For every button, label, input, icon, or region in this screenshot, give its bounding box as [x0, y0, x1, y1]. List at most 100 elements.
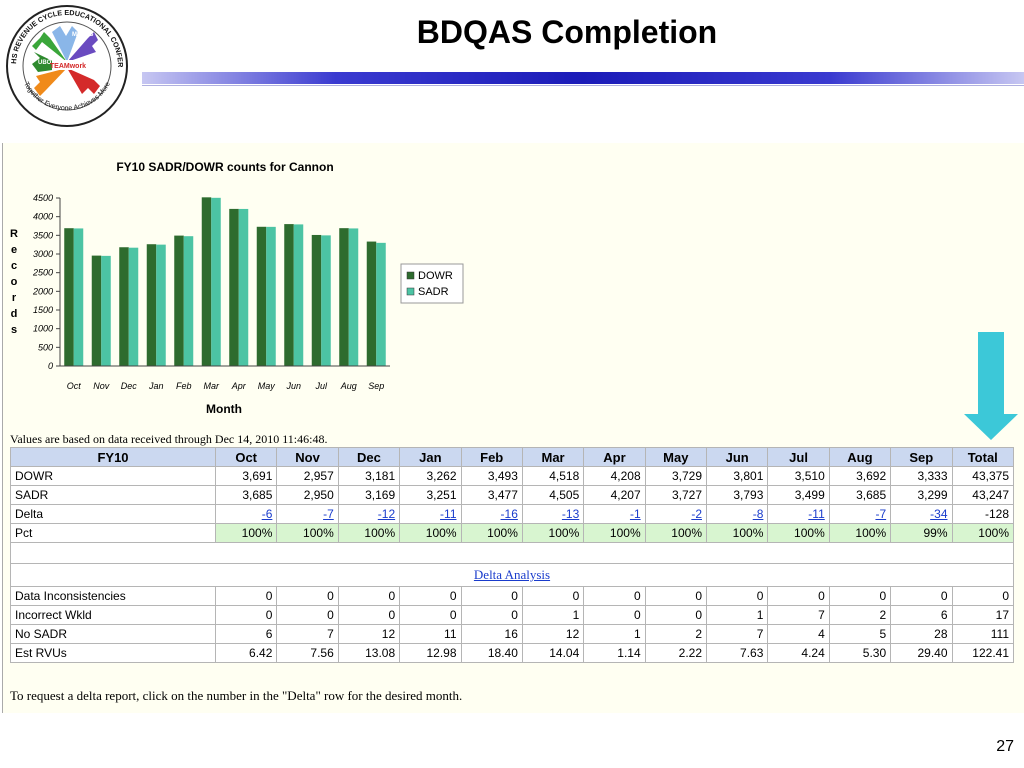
- table-cell[interactable]: -8: [705, 504, 769, 524]
- column-header: Mar: [521, 447, 585, 467]
- table-row-delta: Delta -6 -7 -12 -11 -16 -13 -1 -2 -8 -11 -7 -34 -128: [10, 504, 1014, 524]
- x-tick-label: Jan: [148, 381, 164, 391]
- table-cell[interactable]: -13: [521, 504, 585, 524]
- table-cell: 18.40: [460, 643, 523, 663]
- table-cell: 43,375: [951, 466, 1014, 486]
- table-cell: 122.41: [951, 643, 1014, 663]
- table-cell: 100%: [521, 523, 585, 543]
- table-cell[interactable]: -34: [890, 504, 953, 524]
- x-tick-label: Jun: [285, 381, 301, 391]
- table-cell[interactable]: -7: [828, 504, 892, 524]
- table-cell: 2.22: [644, 643, 708, 663]
- delta-link[interactable]: -8: [752, 507, 764, 521]
- bar-dowr-oct: [64, 228, 74, 366]
- spacer-cell: [10, 542, 1014, 564]
- table-cell: 1: [521, 605, 585, 625]
- svg-text:UBO: UBO: [38, 60, 52, 66]
- table-cell: 100%: [276, 523, 339, 543]
- y-axis-label-letter: d: [11, 308, 18, 320]
- row-label: SADR: [10, 485, 216, 505]
- chart-legend: DOWR SADR: [400, 263, 464, 304]
- values-note: Values are based on data received throug…: [10, 432, 328, 446]
- x-tick-label: Feb: [176, 381, 192, 391]
- bar-dowr-aug: [339, 228, 349, 366]
- svg-text:DQ: DQ: [56, 90, 65, 96]
- column-header: Total: [951, 447, 1014, 467]
- delta-link[interactable]: -1: [629, 507, 641, 521]
- title-rule: [142, 72, 1024, 84]
- table-cell: 0: [214, 605, 278, 625]
- section-row: Delta Analysis: [10, 563, 1014, 587]
- delta-link[interactable]: -7: [875, 507, 887, 521]
- legend-swatch-dowr: [406, 271, 415, 280]
- table-cell: 4,208: [583, 466, 646, 486]
- table-cell[interactable]: -2: [644, 504, 708, 524]
- table-cell: 0: [890, 586, 953, 606]
- column-header: Apr: [583, 447, 646, 467]
- table-cell: 4: [767, 624, 830, 644]
- table-cell: 0: [644, 586, 708, 606]
- table-cell: 3,299: [890, 485, 953, 505]
- table-cell: 2: [828, 605, 892, 625]
- section-cell: Delta Analysis: [10, 563, 1014, 587]
- table-cell: 13.08: [337, 643, 401, 663]
- column-header: Nov: [276, 447, 339, 467]
- bar-dowr-sep: [366, 241, 377, 366]
- delta-link[interactable]: -13: [561, 507, 580, 521]
- table-cell[interactable]: -12: [337, 504, 401, 524]
- delta-link[interactable]: -11: [440, 507, 457, 521]
- table-cell: 43,247: [951, 485, 1014, 505]
- row-label: DOWR: [10, 466, 216, 486]
- delta-link[interactable]: -16: [500, 507, 518, 521]
- table-cell[interactable]: -11: [767, 504, 830, 524]
- bar-sadr-oct: [73, 228, 84, 366]
- table-cell: 111: [951, 624, 1014, 644]
- table-cell: 2,957: [276, 466, 339, 486]
- bar-dowr-jun: [284, 224, 294, 366]
- bar-dowr-jan: [146, 244, 157, 366]
- bar-sadr-sep: [376, 242, 386, 366]
- delta-link[interactable]: -7: [323, 507, 334, 521]
- table-cell: 4,207: [583, 485, 646, 505]
- table-cell: 0: [828, 586, 892, 606]
- bar-sadr-jul: [321, 235, 331, 366]
- table-cell: 3,692: [828, 466, 892, 486]
- y-tick-label: 3000: [33, 249, 53, 259]
- table-cell: 7: [705, 624, 769, 644]
- legend-swatch-sadr: [406, 287, 415, 296]
- table-cell: 5: [828, 624, 892, 644]
- delta-link[interactable]: -12: [377, 507, 396, 521]
- bar-sadr-feb: [183, 236, 194, 366]
- table-cell[interactable]: -16: [460, 504, 523, 524]
- table-cell[interactable]: -7: [276, 504, 339, 524]
- delta-analysis-link[interactable]: Delta Analysis: [473, 567, 551, 582]
- bar-sadr-may: [266, 226, 276, 366]
- bar-sadr-jan: [156, 244, 166, 366]
- table-cell: 5.30: [828, 643, 892, 663]
- table-cell: 4.24: [767, 643, 830, 663]
- delta-link[interactable]: -2: [691, 507, 702, 521]
- table-cell: 100%: [705, 523, 769, 543]
- column-header: Feb: [460, 447, 523, 467]
- table-cell: 0: [521, 586, 585, 606]
- table-cell: 3,181: [337, 466, 401, 486]
- table-cell: 4,505: [521, 485, 585, 505]
- legend-label-sadr: SADR: [418, 286, 449, 298]
- delta-link[interactable]: -6: [261, 507, 273, 521]
- table-cell: 3,685: [828, 485, 892, 505]
- table-cell: 16: [460, 624, 523, 644]
- delta-link[interactable]: -11: [808, 507, 825, 521]
- delta-link[interactable]: -34: [930, 507, 948, 521]
- table-cell[interactable]: -1: [583, 504, 646, 524]
- table-cell[interactable]: -6: [214, 504, 278, 524]
- table-cell: 3,729: [644, 466, 708, 486]
- y-axis-label-letter: o: [11, 276, 18, 288]
- table-cell: 100%: [583, 523, 646, 543]
- bar-sadr-jun: [293, 224, 304, 366]
- table-cell: 3,793: [705, 485, 769, 505]
- table-cell: 0: [460, 586, 523, 606]
- y-tick-label: 500: [38, 342, 53, 352]
- column-header: FY10: [10, 447, 216, 467]
- table-cell[interactable]: -11: [399, 504, 462, 524]
- spacer-row: [10, 542, 1014, 564]
